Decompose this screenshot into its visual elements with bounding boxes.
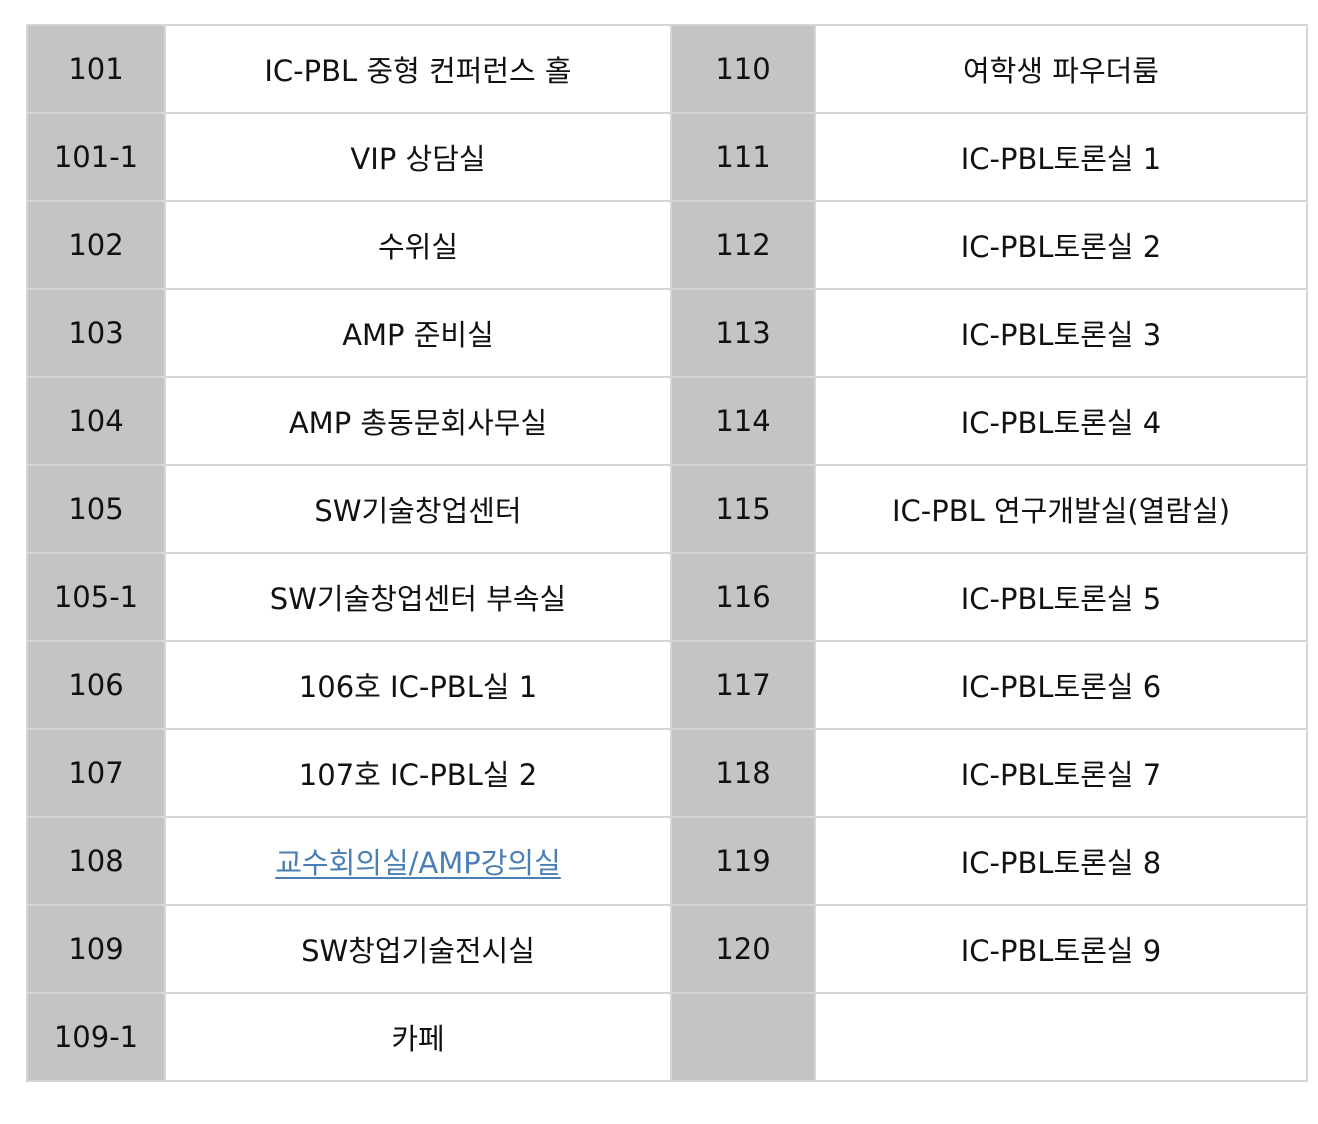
room-number: 109-1 xyxy=(26,992,166,1082)
room-number: 101-1 xyxy=(26,112,166,202)
table-row: 105-1 SW기술창업센터 부속실 116 IC-PBL토론실 5 xyxy=(26,552,1308,642)
room-number: 118 xyxy=(670,728,816,818)
room-name: IC-PBL토론실 8 xyxy=(814,816,1308,906)
room-number: 106 xyxy=(26,640,166,730)
room-name: IC-PBL 중형 컨퍼런스 홀 xyxy=(164,24,672,114)
room-number: 103 xyxy=(26,288,166,378)
room-number: 117 xyxy=(670,640,816,730)
room-number: 107 xyxy=(26,728,166,818)
room-number: 115 xyxy=(670,464,816,554)
room-number: 110 xyxy=(670,24,816,114)
room-name: SW창업기술전시실 xyxy=(164,904,672,994)
table-row: 109 SW창업기술전시실 120 IC-PBL토론실 9 xyxy=(26,904,1308,994)
table-row: 108 교수회의실/AMP강의실 119 IC-PBL토론실 8 xyxy=(26,816,1308,906)
room-number: 120 xyxy=(670,904,816,994)
room-number: 112 xyxy=(670,200,816,290)
room-name: 수위실 xyxy=(164,200,672,290)
room-number: 113 xyxy=(670,288,816,378)
table-row: 101 IC-PBL 중형 컨퍼런스 홀 110 여학생 파우더룸 xyxy=(26,24,1308,114)
room-name: IC-PBL 연구개발실(열람실) xyxy=(814,464,1308,554)
room-name: AMP 총동문회사무실 xyxy=(164,376,672,466)
room-name: 카페 xyxy=(164,992,672,1082)
room-number: 111 xyxy=(670,112,816,202)
room-number: 105-1 xyxy=(26,552,166,642)
room-name: 106호 IC-PBL실 1 xyxy=(164,640,672,730)
room-link-faculty-meeting[interactable]: 교수회의실/AMP강의실 xyxy=(275,846,561,880)
room-number: 109 xyxy=(26,904,166,994)
room-number: 116 xyxy=(670,552,816,642)
table-row: 101-1 VIP 상담실 111 IC-PBL토론실 1 xyxy=(26,112,1308,202)
room-number: 114 xyxy=(670,376,816,466)
room-number: 108 xyxy=(26,816,166,906)
room-name: IC-PBL토론실 9 xyxy=(814,904,1308,994)
room-number: 105 xyxy=(26,464,166,554)
empty-name-cell xyxy=(814,992,1308,1082)
room-name: IC-PBL토론실 2 xyxy=(814,200,1308,290)
room-directory-table: 101 IC-PBL 중형 컨퍼런스 홀 110 여학생 파우더룸 101-1 … xyxy=(26,24,1308,1082)
room-name: 107호 IC-PBL실 2 xyxy=(164,728,672,818)
room-name: IC-PBL토론실 1 xyxy=(814,112,1308,202)
room-name: IC-PBL토론실 5 xyxy=(814,552,1308,642)
room-name: IC-PBL토론실 7 xyxy=(814,728,1308,818)
table-row: 103 AMP 준비실 113 IC-PBL토론실 3 xyxy=(26,288,1308,378)
table-row: 104 AMP 총동문회사무실 114 IC-PBL토론실 4 xyxy=(26,376,1308,466)
table-row: 102 수위실 112 IC-PBL토론실 2 xyxy=(26,200,1308,290)
room-name: VIP 상담실 xyxy=(164,112,672,202)
room-number: 119 xyxy=(670,816,816,906)
room-name: SW기술창업센터 부속실 xyxy=(164,552,672,642)
room-number: 102 xyxy=(26,200,166,290)
room-name: IC-PBL토론실 6 xyxy=(814,640,1308,730)
room-name: 여학생 파우더룸 xyxy=(814,24,1308,114)
room-number: 104 xyxy=(26,376,166,466)
table-row: 107 107호 IC-PBL실 2 118 IC-PBL토론실 7 xyxy=(26,728,1308,818)
room-name: IC-PBL토론실 3 xyxy=(814,288,1308,378)
room-number: 101 xyxy=(26,24,166,114)
room-name: IC-PBL토론실 4 xyxy=(814,376,1308,466)
table-row: 105 SW기술창업센터 115 IC-PBL 연구개발실(열람실) xyxy=(26,464,1308,554)
room-name: SW기술창업센터 xyxy=(164,464,672,554)
table-row: 106 106호 IC-PBL실 1 117 IC-PBL토론실 6 xyxy=(26,640,1308,730)
table-row: 109-1 카페 xyxy=(26,992,1308,1082)
room-name-link-cell: 교수회의실/AMP강의실 xyxy=(164,816,672,906)
room-name: AMP 준비실 xyxy=(164,288,672,378)
empty-number-cell xyxy=(670,992,816,1082)
